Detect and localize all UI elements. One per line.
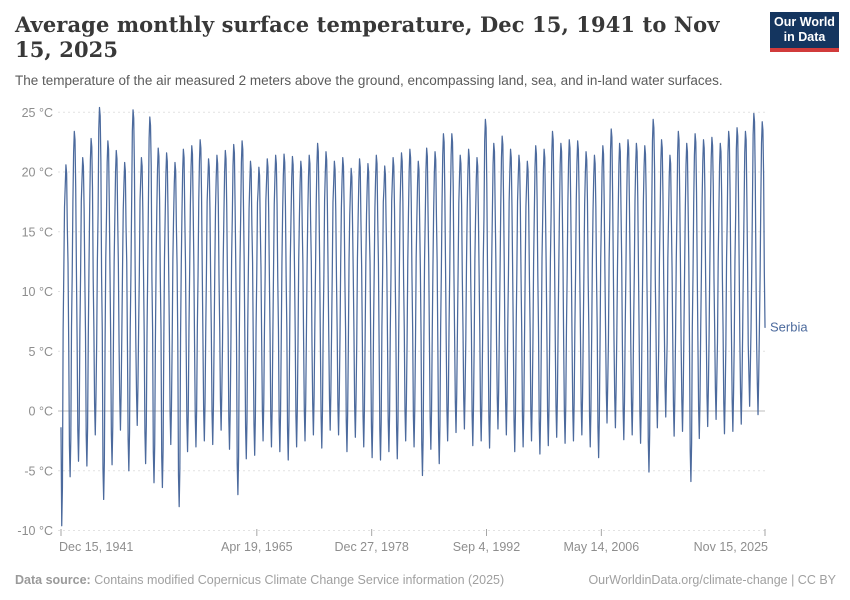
y-tick-label: 20 °C — [22, 166, 53, 180]
x-tick-label: Nov 15, 2025 — [694, 540, 768, 554]
y-tick-label: 15 °C — [22, 225, 53, 239]
chart-subtitle: The temperature of the air measured 2 me… — [15, 73, 723, 89]
page-title: Average monthly surface temperature, Dec… — [15, 12, 720, 63]
y-tick-label: -10 °C — [17, 524, 53, 538]
data-source-value: Contains modified Copernicus Climate Cha… — [94, 573, 505, 587]
data-source-label: Data source: — [15, 573, 91, 587]
y-tick-label: 5 °C — [29, 345, 53, 359]
data-source-note: Data source: Contains modified Copernicu… — [15, 573, 504, 587]
y-tick-label: -5 °C — [24, 464, 53, 478]
owid-credit-link[interactable]: OurWorldinData.org/climate-change | CC B… — [588, 573, 836, 587]
x-tick-label: May 14, 2006 — [563, 540, 639, 554]
series-label: Serbia — [770, 319, 808, 334]
x-tick-label: Sep 4, 1992 — [453, 540, 520, 554]
x-tick-label: Dec 27, 1978 — [334, 540, 408, 554]
series-line — [60, 106, 766, 527]
owid-logo-text: Our World in Data — [774, 14, 835, 44]
owid-logo[interactable]: Our World in Data — [770, 12, 839, 52]
y-tick-label: 10 °C — [22, 285, 53, 299]
chart-header: Average monthly surface temperature, Dec… — [15, 12, 755, 91]
y-tick-label: 0 °C — [29, 405, 53, 419]
x-tick-label: Dec 15, 1941 — [59, 540, 133, 554]
chart-footer: Data source: Contains modified Copernicu… — [15, 573, 836, 587]
y-tick-label: 25 °C — [22, 106, 53, 120]
x-tick-label: Apr 19, 1965 — [221, 540, 293, 554]
